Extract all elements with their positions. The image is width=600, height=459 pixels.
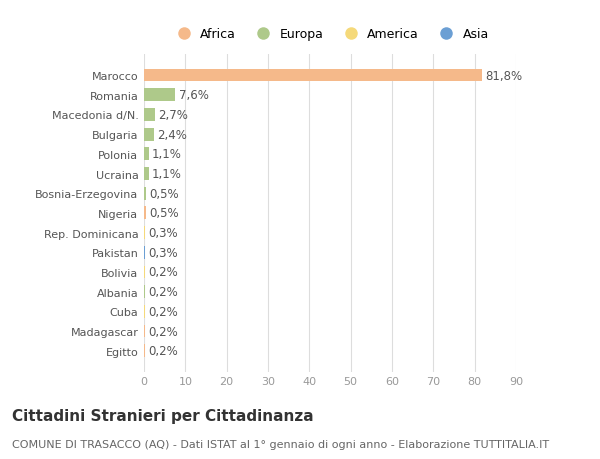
- Bar: [144, 148, 149, 161]
- Text: 7,6%: 7,6%: [179, 89, 209, 102]
- Bar: [144, 207, 146, 220]
- Bar: [144, 227, 145, 240]
- Bar: [144, 345, 145, 358]
- Text: 0,2%: 0,2%: [148, 345, 178, 358]
- Bar: [144, 89, 175, 102]
- Text: 0,2%: 0,2%: [148, 305, 178, 318]
- Text: 2,7%: 2,7%: [158, 109, 188, 122]
- Bar: [144, 305, 145, 318]
- Text: 0,2%: 0,2%: [148, 285, 178, 298]
- Bar: [144, 266, 145, 279]
- Text: COMUNE DI TRASACCO (AQ) - Dati ISTAT al 1° gennaio di ogni anno - Elaborazione T: COMUNE DI TRASACCO (AQ) - Dati ISTAT al …: [12, 440, 549, 449]
- Bar: [144, 69, 482, 82]
- Text: 0,5%: 0,5%: [149, 187, 179, 200]
- Text: 0,2%: 0,2%: [148, 325, 178, 338]
- Bar: [144, 285, 145, 298]
- Text: 2,4%: 2,4%: [157, 129, 187, 141]
- Bar: [144, 129, 154, 141]
- Text: 0,5%: 0,5%: [149, 207, 179, 220]
- Bar: [144, 109, 155, 122]
- Text: 0,3%: 0,3%: [149, 246, 178, 259]
- Text: 0,2%: 0,2%: [148, 266, 178, 279]
- Text: 0,3%: 0,3%: [149, 227, 178, 240]
- Text: 1,1%: 1,1%: [152, 168, 182, 180]
- Text: Cittadini Stranieri per Cittadinanza: Cittadini Stranieri per Cittadinanza: [12, 408, 314, 423]
- Text: 1,1%: 1,1%: [152, 148, 182, 161]
- Text: 81,8%: 81,8%: [485, 69, 523, 82]
- Bar: [144, 168, 149, 180]
- Bar: [144, 246, 145, 259]
- Bar: [144, 325, 145, 338]
- Legend: Africa, Europa, America, Asia: Africa, Europa, America, Asia: [166, 23, 494, 46]
- Bar: [144, 187, 146, 200]
